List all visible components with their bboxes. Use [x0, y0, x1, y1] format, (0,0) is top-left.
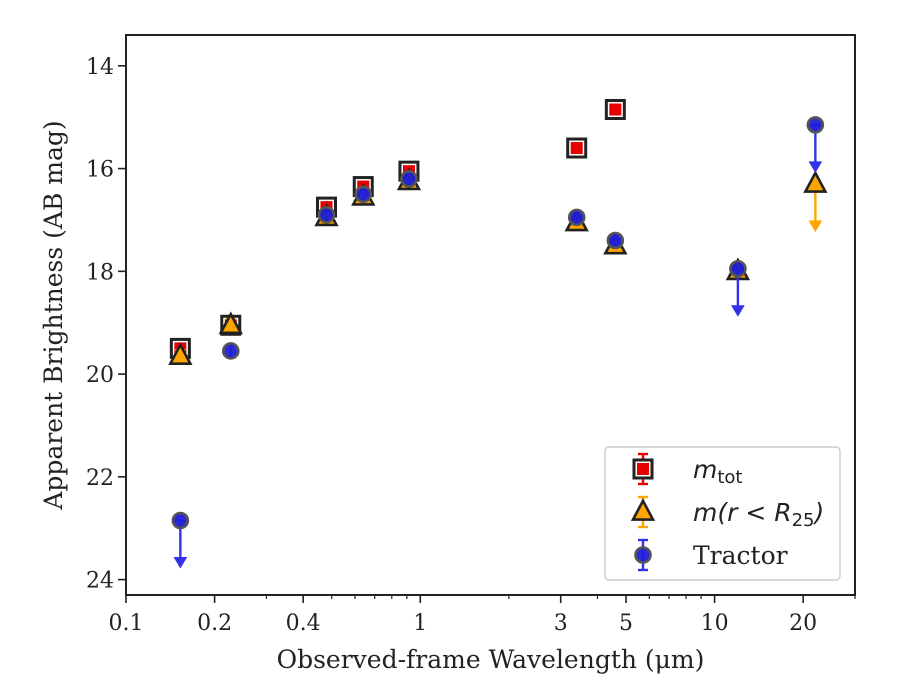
- legend-label: mtot: [693, 455, 743, 488]
- x-tick-label: 0.4: [286, 611, 321, 636]
- series-circle-point-5-marker: [567, 208, 586, 227]
- y-axis: 14 16 18 20 22 24: [86, 55, 126, 594]
- legend-entry-triangle: m(r < R25): [630, 495, 824, 531]
- series-circle-point-4-marker: [400, 170, 418, 188]
- x-tick-label: 0.1: [109, 611, 144, 636]
- series-circle-point-6-marker: [606, 231, 625, 250]
- legend-box: [604, 446, 841, 581]
- y-tick-label: 16: [86, 158, 114, 183]
- x-axis: 0.1 0.2 0.4 1 3 5 10 20: [109, 595, 856, 636]
- series-layer: [168, 98, 828, 569]
- series-circle: [171, 116, 825, 569]
- x-tick-label: 1: [413, 611, 427, 636]
- legend-triangle-marker: [630, 498, 656, 521]
- series-square-point-6-marker: [604, 98, 626, 120]
- x-tick-label: 5: [619, 611, 633, 636]
- legend-square-marker: [632, 458, 654, 480]
- y-tick-label: 20: [86, 363, 114, 388]
- legend-entry-circle: Tractor: [634, 538, 788, 572]
- legend-entry-square: mtot: [632, 452, 743, 488]
- legend-label: Tractor: [693, 541, 788, 570]
- y-tick-label: 14: [86, 55, 114, 80]
- legend-circle-marker: [634, 546, 652, 564]
- series-square-point-5-marker: [566, 137, 588, 159]
- x-tick-label: 3: [554, 611, 568, 636]
- y-tick-label: 24: [86, 569, 114, 594]
- y-axis-title: Apparent Brightness (AB mag): [39, 120, 68, 510]
- series-circle-point-2-marker: [317, 206, 336, 224]
- series-circle-point-7-marker: [729, 259, 747, 278]
- series-triangle-point-8-marker: [803, 170, 828, 193]
- series-triangle-point-1-marker: [218, 311, 243, 335]
- legend-label: m(r < R25): [693, 498, 824, 531]
- series-circle-point-8-marker: [806, 116, 825, 134]
- series-circle-point-3-marker: [354, 185, 373, 204]
- x-axis-title: Observed-frame Wavelength (μm): [277, 645, 705, 674]
- x-tick-label: 20: [789, 611, 817, 636]
- series-circle-point-1-marker: [221, 342, 240, 360]
- x-tick-label: 10: [701, 611, 729, 636]
- x-tick-label: 0.2: [197, 611, 232, 636]
- legend: mtot m(r < R25) Tractor: [604, 446, 841, 581]
- y-tick-label: 18: [86, 260, 114, 285]
- series-circle-point-0-marker: [171, 511, 190, 530]
- y-tick-label: 22: [86, 466, 114, 491]
- series-triangle-point-0-marker: [168, 342, 193, 365]
